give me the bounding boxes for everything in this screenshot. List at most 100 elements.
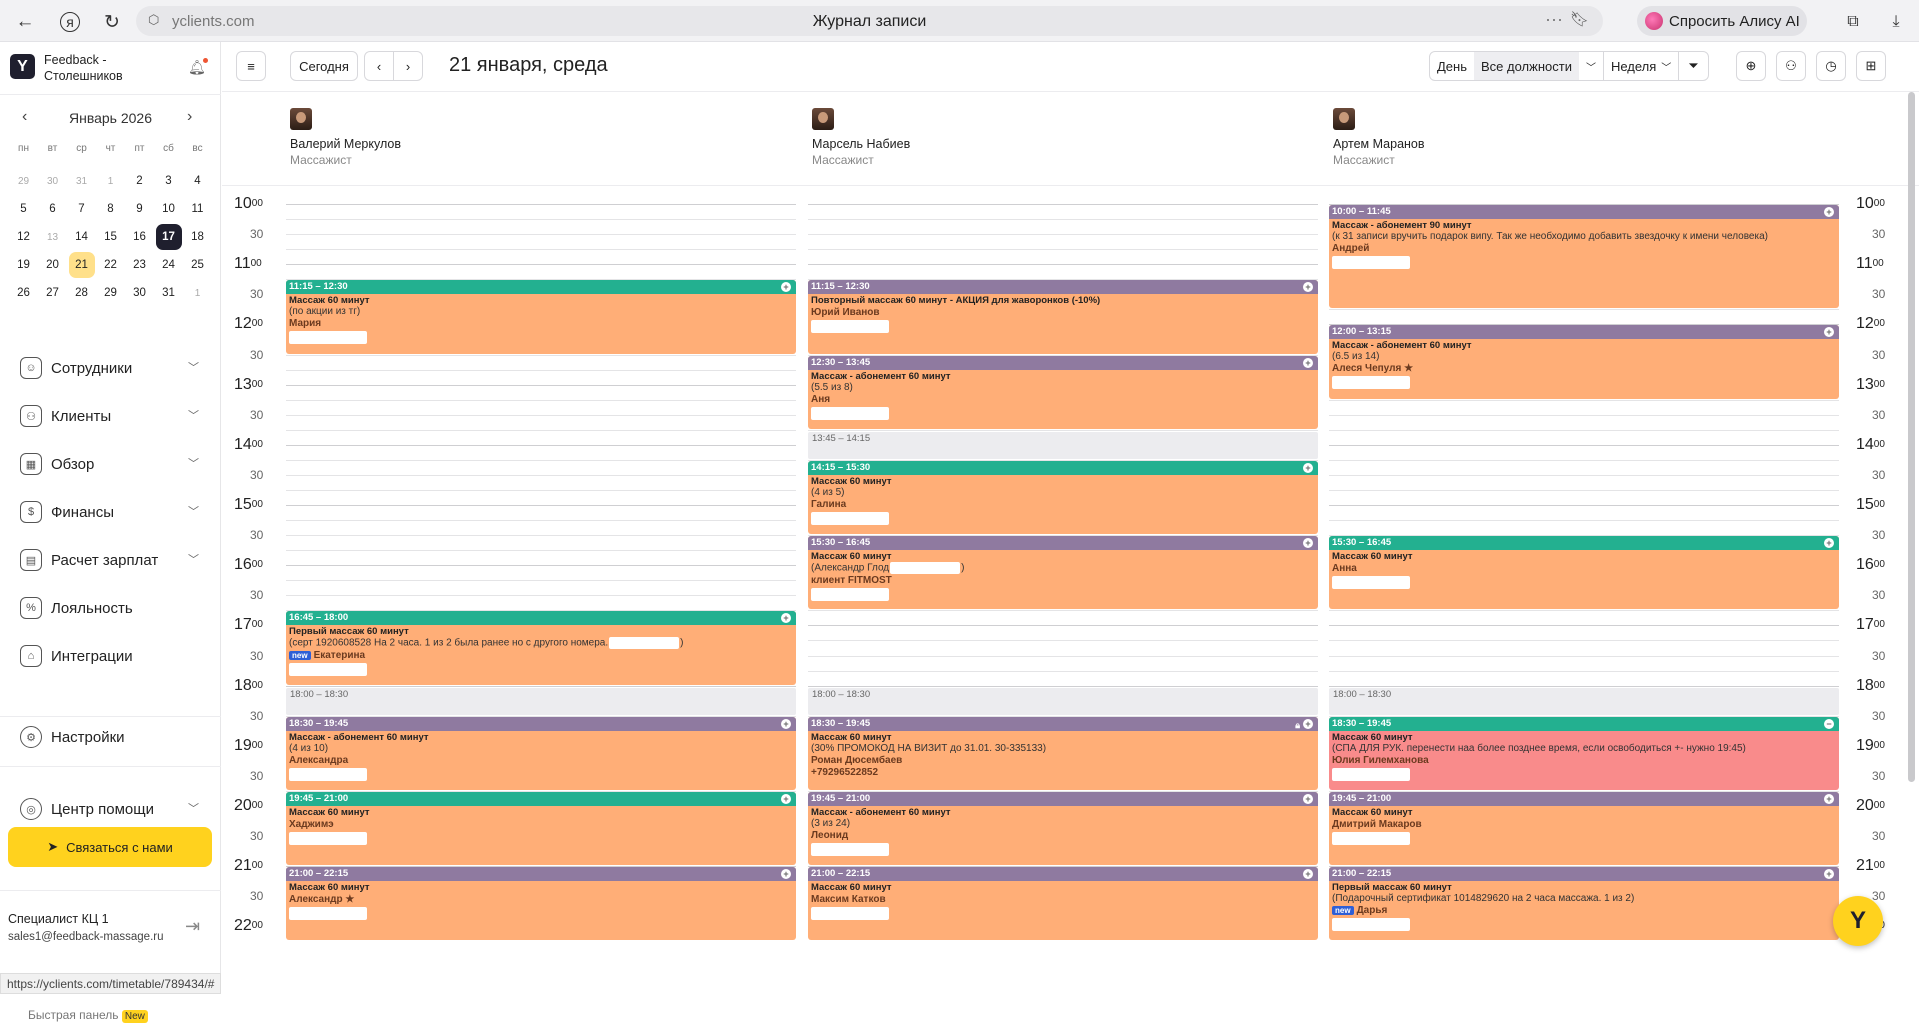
sidebar-item-2[interactable]: ▦ Обзор ﹀: [0, 444, 221, 484]
calendar-day[interactable]: 2: [136, 175, 143, 187]
staff-column-header[interactable]: Артем Маранов Массажист: [1333, 108, 1425, 167]
calendar-day[interactable]: 24: [162, 259, 175, 271]
sidebar-item-5[interactable]: % Лояльность: [0, 588, 221, 628]
appointment-card[interactable]: 12:30 – 13:45 + Массаж - абонемент 60 мину…: [808, 355, 1318, 429]
break-slot[interactable]: 18:00 – 18:30: [286, 687, 796, 715]
back-icon[interactable]: ←: [15, 11, 35, 32]
calendar-day[interactable]: 31: [75, 175, 88, 187]
appointment-card[interactable]: 16:45 – 18:00 + Первый массаж 60 минут (сер…: [286, 611, 796, 685]
yandex-icon[interactable]: я: [60, 12, 80, 32]
calendar-day[interactable]: 1: [107, 175, 114, 187]
sidebar-item-6[interactable]: ⌂ Интеграции: [0, 636, 221, 676]
appointment-card[interactable]: 21:00 – 22:15 + Массаж 60 минут Максим Катк…: [808, 867, 1318, 941]
break-slot[interactable]: 18:00 – 18:30: [808, 687, 1318, 715]
staff-column-header[interactable]: Марсель Набиев Массажист: [812, 108, 910, 167]
break-slot[interactable]: 18:00 – 18:30: [1329, 687, 1839, 715]
yclients-chat-button[interactable]: Y: [1833, 896, 1883, 946]
sidebar-item-1[interactable]: ⚇ Клиенты ﹀: [0, 396, 221, 436]
clock-icon[interactable]: ◷: [1816, 51, 1846, 81]
appointment-card[interactable]: 19:45 – 21:00 + Массаж 60 минут Дмитрий Мак…: [1329, 791, 1839, 866]
calendar-day[interactable]: 28: [75, 287, 88, 299]
calendar-day[interactable]: 16: [133, 231, 146, 243]
bell-icon[interactable]: 🔔︎: [188, 58, 208, 75]
plus-icon[interactable]: +: [781, 613, 791, 624]
address-bar[interactable]: ⬡ yclients.com Журнал записи ··· 🔖︎: [136, 6, 1603, 36]
filter-icon[interactable]: ⏷: [1678, 52, 1707, 80]
calendar-day[interactable]: 29: [104, 287, 117, 299]
plus-icon[interactable]: +: [781, 869, 791, 880]
quick-panel-toggle[interactable]: Быстрая панель New: [28, 1008, 148, 1023]
appointment-card[interactable]: 21:00 – 22:15 + Массаж 60 минут Александр ★: [286, 867, 796, 941]
calendar-day[interactable]: 13: [46, 231, 59, 243]
scrollbar[interactable]: [1908, 92, 1915, 782]
plus-icon[interactable]: +: [1303, 793, 1313, 804]
contact-us-button[interactable]: ➤ Связаться с нами: [8, 827, 212, 867]
calendar-day[interactable]: 8: [107, 203, 114, 215]
next-day-button[interactable]: ›: [393, 51, 423, 81]
calendar-day[interactable]: 22: [104, 259, 117, 271]
appointment-card[interactable]: 21:00 – 22:15 + Первый массаж 60 минут (Под…: [1329, 867, 1839, 941]
menu-icon[interactable]: ≡: [236, 51, 266, 81]
plus-icon[interactable]: +: [1303, 357, 1313, 368]
calendar-day[interactable]: 30: [133, 287, 146, 299]
zoom-icon[interactable]: ⊕: [1736, 51, 1766, 81]
calendar-day[interactable]: 4: [194, 175, 201, 187]
calendar-day[interactable]: 30: [46, 175, 59, 187]
week-view-select[interactable]: Неделя ﹀: [1602, 52, 1678, 80]
calendar-day[interactable]: 31: [162, 287, 175, 299]
chevron-right-icon[interactable]: ›: [187, 108, 193, 125]
plus-icon[interactable]: +: [1824, 869, 1834, 880]
calendar-day[interactable]: 25: [191, 259, 204, 271]
plus-icon[interactable]: +: [781, 718, 791, 729]
sidebar-item-3[interactable]: $ Финансы ﹀: [0, 492, 221, 532]
calendar-day[interactable]: 14: [75, 231, 88, 243]
appointment-card[interactable]: 15:30 – 16:45 + Массаж 60 минут (Александр …: [808, 536, 1318, 610]
plus-icon[interactable]: +: [1824, 793, 1834, 804]
prev-day-button[interactable]: ‹: [364, 51, 394, 81]
plus-icon[interactable]: +: [1303, 282, 1313, 293]
collections-icon[interactable]: ⧉: [1847, 13, 1859, 30]
plus-icon[interactable]: +: [1303, 462, 1313, 473]
plus-icon[interactable]: +: [781, 282, 791, 293]
sidebar-item-settings[interactable]: ⚙ Настройки: [0, 717, 221, 757]
appointment-card[interactable]: 11:15 – 12:30 + Повторный массаж 60 минут …: [808, 280, 1318, 354]
calendar-day[interactable]: 6: [49, 203, 56, 215]
plus-icon[interactable]: +: [781, 793, 791, 804]
break-slot[interactable]: 13:45 – 14:15: [808, 431, 1318, 459]
calendar-day[interactable]: 12: [17, 231, 30, 243]
appointment-card[interactable]: 18:30 – 19:45 🔒︎ + Массаж 60 минут (30% ПРОМ…: [808, 716, 1318, 790]
chevron-left-icon[interactable]: ‹: [22, 108, 28, 125]
sidebar-item-0[interactable]: ☺ Сотрудники ﹀: [0, 348, 221, 388]
plus-icon[interactable]: +: [1303, 538, 1313, 549]
calendar-day[interactable]: 5: [20, 203, 27, 215]
calendar-day[interactable]: 29: [17, 175, 30, 187]
calendar-day[interactable]: 26: [17, 287, 30, 299]
company-name[interactable]: Feedback - Столешников: [44, 53, 123, 83]
calendar-day[interactable]: 19: [17, 259, 30, 271]
calendar-day[interactable]: 3: [165, 175, 172, 187]
calendar-day[interactable]: 21: [68, 252, 95, 278]
calendar-day[interactable]: 9: [136, 203, 143, 215]
calendar-day[interactable]: 7: [78, 203, 85, 215]
calendar-day[interactable]: 18: [191, 231, 204, 243]
day-view-button[interactable]: День: [1437, 58, 1467, 74]
staff-settings-icon[interactable]: ⚇: [1776, 51, 1806, 81]
logo[interactable]: Y: [10, 54, 35, 79]
reload-icon[interactable]: ↻: [104, 11, 120, 33]
sidebar-item-4[interactable]: ▤ Расчет зарплат ﹀: [0, 540, 221, 580]
plus-icon[interactable]: +: [1303, 869, 1313, 880]
appointment-card[interactable]: 19:45 – 21:00 + Массаж 60 минут Хаджимэ: [286, 791, 796, 866]
plus-icon[interactable]: +: [1824, 538, 1834, 549]
role-filter-select[interactable]: Все должности: [1474, 52, 1579, 80]
alice-button[interactable]: Спросить Алису AI: [1637, 6, 1807, 36]
minus-icon[interactable]: −: [1824, 718, 1834, 729]
appointment-card[interactable]: 18:30 – 19:45 − Массаж 60 минут (СПА ДЛЯ РУ…: [1329, 716, 1839, 790]
more-dots-icon[interactable]: ···: [1545, 9, 1563, 29]
staff-column-header[interactable]: Валерий Меркулов Массажист: [290, 108, 401, 167]
chevron-down-icon[interactable]: ﹀: [1585, 62, 1596, 74]
calendar-day[interactable]: 23: [133, 259, 146, 271]
logout-icon[interactable]: ⇥: [185, 916, 201, 936]
sidebar-item-help[interactable]: ◎ Центр помощи ﹀: [0, 789, 221, 829]
appointment-card[interactable]: 14:15 – 15:30 + Массаж 60 минут (4 из 5) Гал…: [808, 460, 1318, 535]
calendar-day[interactable]: 11: [191, 203, 204, 215]
